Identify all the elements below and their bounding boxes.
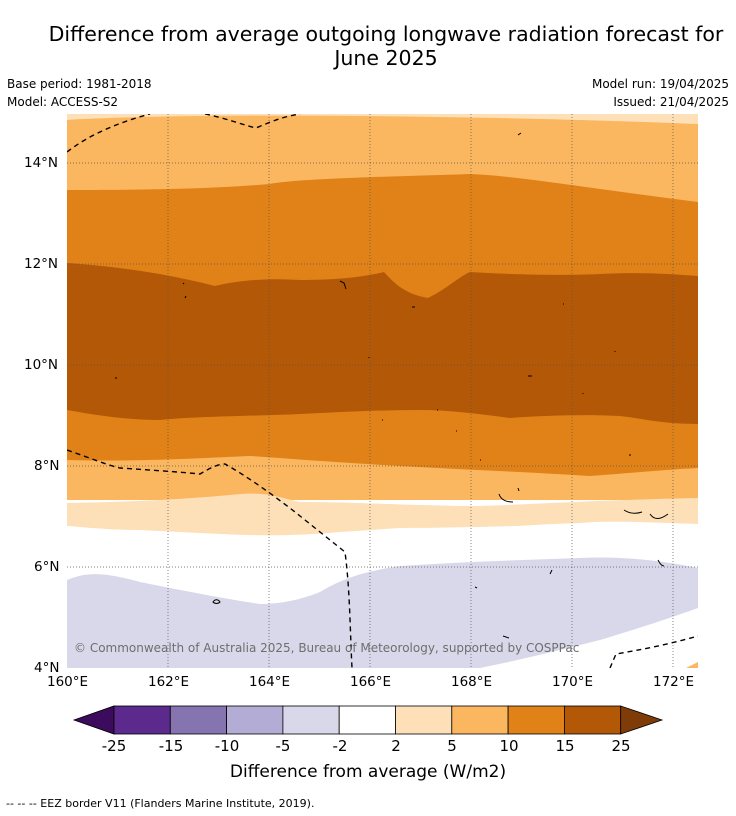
colorbar-tick: 15 (555, 737, 575, 755)
island (498, 487, 520, 503)
colorbar-tick: -5 (275, 737, 291, 755)
lat-label: 10°N (24, 357, 59, 373)
title-line-2: June 2025 (334, 46, 438, 70)
colorbar-tick: -15 (158, 737, 184, 755)
graticule (67, 114, 698, 668)
island (182, 282, 187, 299)
metadata-right: Model run: 19/04/2025 Issued: 21/04/2025 (592, 75, 729, 111)
lon-label: 168°E (451, 674, 493, 690)
lon-label: 170°E (552, 674, 594, 690)
island (549, 559, 665, 575)
issued-date: Issued: 21/04/2025 (613, 95, 729, 109)
copyright-notice: © Commonwealth of Australia 2025, Bureau… (74, 641, 580, 655)
lon-label: 166°E (350, 674, 392, 690)
title-line-1: Difference from average outgoing longwav… (48, 22, 724, 46)
colorbar-tick: -10 (214, 737, 240, 755)
eez-border-north (204, 114, 301, 129)
lat-label: 14°N (24, 155, 59, 171)
metadata-left: Base period: 1981-2018 Model: ACCESS-S2 (7, 75, 152, 111)
colorbar-tick: 25 (611, 737, 631, 755)
lon-label: 164°E (249, 674, 291, 690)
base-period: Base period: 1981-2018 (7, 77, 152, 91)
lat-label: 4°N (34, 660, 60, 676)
colorbar-tick: -2 (332, 737, 348, 755)
islands (115, 132, 669, 639)
eez-border-central (67, 449, 353, 668)
lon-label: 172°E (653, 674, 695, 690)
colorbar-tick: 2 (391, 737, 401, 755)
colorbar-tick: -25 (101, 737, 127, 755)
band-dark-orange (67, 263, 698, 424)
island (115, 351, 631, 461)
island (517, 132, 522, 136)
island (623, 509, 669, 519)
eez-borders (67, 114, 698, 668)
band-pale-peach (67, 493, 698, 536)
colorbar-label: Difference from average (W/m2) (229, 762, 507, 782)
island (212, 599, 221, 604)
eez-border-nw (67, 114, 151, 153)
island (474, 586, 510, 639)
band-lavender (67, 557, 698, 668)
map-field (67, 114, 698, 668)
model-run: Model run: 19/04/2025 (591, 77, 729, 91)
lat-label: 8°N (34, 458, 60, 474)
model-name: Model: ACCESS-S2 (7, 95, 119, 109)
lon-label: 162°E (148, 674, 190, 690)
page-title: Difference from average outgoing longwav… (0, 22, 736, 70)
lat-label: 6°N (34, 559, 60, 575)
band-white (67, 522, 698, 604)
eez-legend-footer: -- -- -- EEZ border V11 (Flanders Marine… (6, 797, 315, 810)
island (339, 280, 347, 290)
lat-label: 12°N (24, 256, 59, 272)
colorbar-tick: 5 (447, 737, 457, 755)
colorbar-tick: 10 (499, 737, 519, 755)
lon-label: 160°E (47, 674, 89, 690)
band-corner-orange (686, 662, 698, 668)
